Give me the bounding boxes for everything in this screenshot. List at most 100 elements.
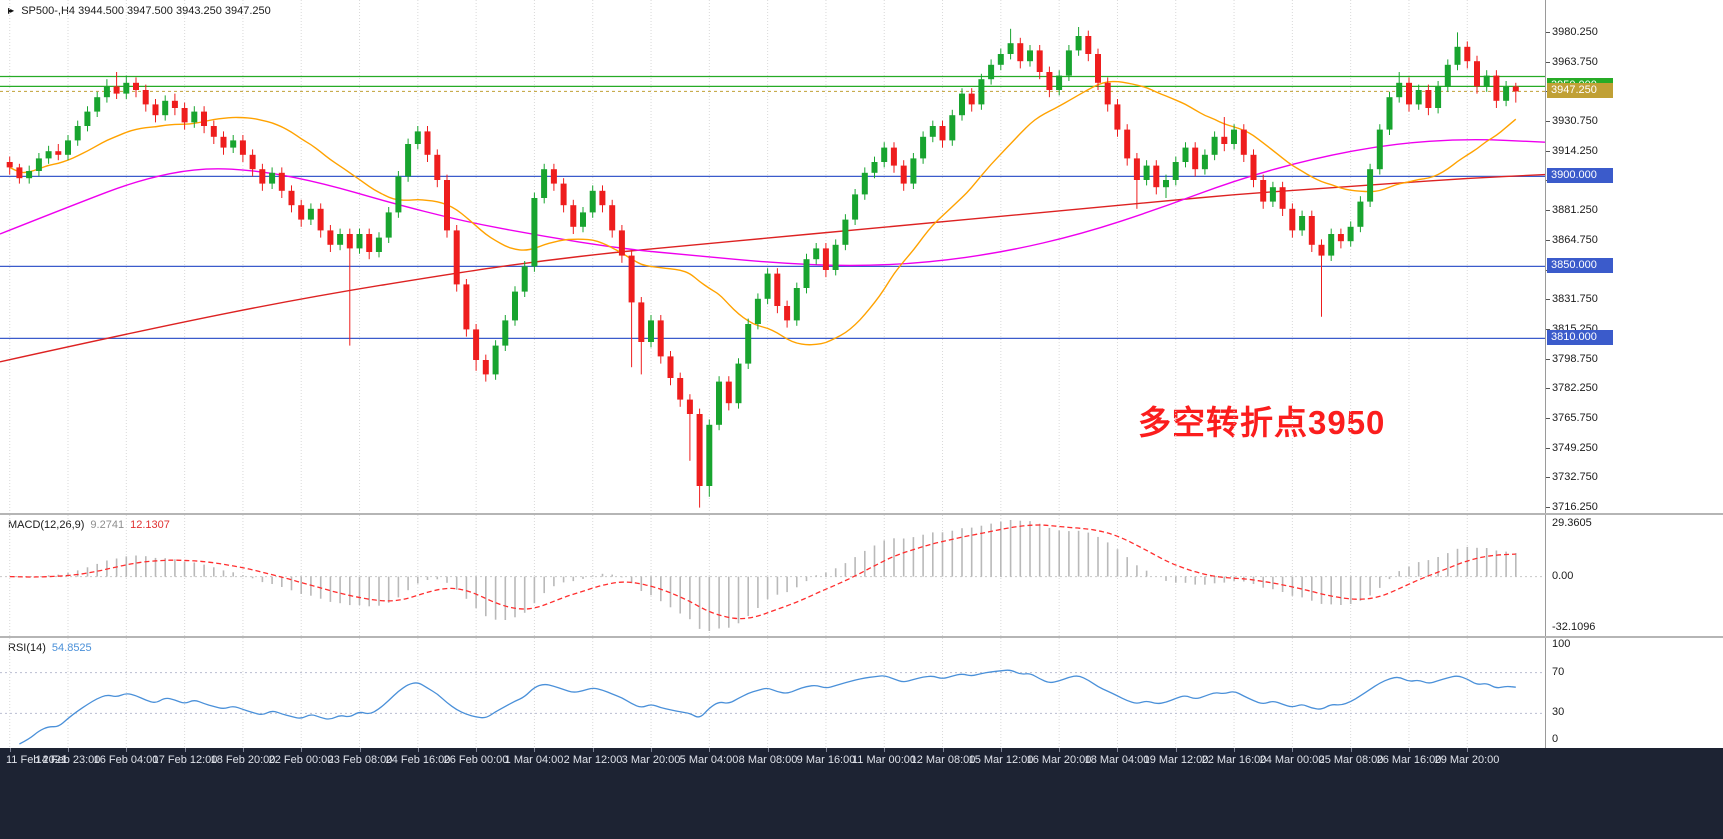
time-tick bbox=[1292, 748, 1293, 752]
time-tick bbox=[1001, 748, 1002, 752]
ma-red-line bbox=[0, 173, 1545, 363]
macd-axis[interactable]: 29.3605 0.00 -32.1096 bbox=[1545, 515, 1723, 636]
price-axis-tick bbox=[1546, 388, 1550, 389]
time-label: 22 Mar 16:00 bbox=[1201, 754, 1267, 766]
rsi-panel[interactable]: RSI(14) 54.8525 bbox=[0, 638, 1545, 748]
time-tick bbox=[1059, 748, 1060, 752]
macd-name: MACD(12,26,9) bbox=[8, 519, 85, 531]
ma-magenta-line bbox=[0, 138, 1545, 267]
time-axis[interactable]: 11 Feb 2021 14 Feb 23:00 16 Feb 04:00 17 Fe… bbox=[0, 748, 1723, 839]
price-axis-tick bbox=[1546, 32, 1550, 33]
rsi-line bbox=[19, 669, 1516, 745]
time-label: 22 Feb 00:00 bbox=[268, 754, 334, 766]
time-label: 17 Feb 12:00 bbox=[152, 754, 218, 766]
time-tick bbox=[709, 748, 710, 752]
time-label: 18 Mar 04:00 bbox=[1084, 754, 1150, 766]
price-tick-label: 3732.750 bbox=[1552, 471, 1598, 483]
macd-axis-min: -32.1096 bbox=[1552, 621, 1596, 633]
rsi-title: RSI(14) 54.8525 bbox=[8, 642, 92, 654]
time-label: 8 Mar 08:00 bbox=[738, 754, 798, 766]
time-label: 14 Feb 23:00 bbox=[35, 754, 101, 766]
time-label: 3 Mar 20:00 bbox=[621, 754, 681, 766]
macd-axis-max: 29.3605 bbox=[1552, 517, 1592, 529]
macd-signal-value: 12.1307 bbox=[130, 519, 170, 531]
time-tick bbox=[243, 748, 244, 752]
level-price-tag: 3810.000 bbox=[1547, 330, 1613, 345]
time-label: 5 Mar 04:00 bbox=[679, 754, 739, 766]
time-tick bbox=[10, 748, 11, 752]
time-label: 16 Feb 04:00 bbox=[93, 754, 159, 766]
macd-panel[interactable]: MACD(12,26,9) 9.2741 12.1307 bbox=[0, 515, 1545, 636]
price-tick-label: 3765.750 bbox=[1552, 412, 1598, 424]
ma-orange-line bbox=[9, 80, 1517, 346]
price-axis-tick bbox=[1546, 359, 1550, 360]
time-label: 16 Mar 20:00 bbox=[1026, 754, 1092, 766]
annotation-text[interactable]: 多空转折点3950 bbox=[1138, 404, 1386, 441]
price-tick-label: 3980.250 bbox=[1552, 26, 1598, 38]
time-tick bbox=[360, 748, 361, 752]
time-tick bbox=[768, 748, 769, 752]
panel-separator[interactable] bbox=[0, 513, 1723, 515]
price-axis-tick bbox=[1546, 121, 1550, 122]
time-label: 25 Mar 08:00 bbox=[1318, 754, 1384, 766]
time-label: 12 Mar 08:00 bbox=[910, 754, 976, 766]
level-price-tag: 3900.000 bbox=[1547, 168, 1613, 183]
time-tick bbox=[943, 748, 944, 752]
price-tick-label: 3914.250 bbox=[1552, 145, 1598, 157]
time-label: 23 Feb 08:00 bbox=[327, 754, 393, 766]
time-label: 11 Mar 00:00 bbox=[851, 754, 917, 766]
price-tick-label: 3930.750 bbox=[1552, 115, 1598, 127]
price-axis-tick bbox=[1546, 151, 1550, 152]
price-axis-tick bbox=[1546, 210, 1550, 211]
symbol-info: ▶ SP500-,H4 3944.500 3947.500 3943.250 3… bbox=[8, 5, 271, 17]
rsi-name: RSI(14) bbox=[8, 642, 46, 654]
time-tick bbox=[68, 748, 69, 752]
price-axis-tick bbox=[1546, 240, 1550, 241]
ohlc-values: 3944.500 3947.500 3943.250 3947.250 bbox=[78, 5, 271, 17]
price-tick-label: 3798.750 bbox=[1552, 353, 1598, 365]
price-axis-tick bbox=[1546, 62, 1550, 63]
price-axis[interactable]: 3980.250 3963.750 3947.250 3930.750 3914.250… bbox=[1545, 0, 1723, 513]
time-tick bbox=[301, 748, 302, 752]
time-tick bbox=[1409, 748, 1410, 752]
symbol-timeframe-label: SP500-,H4 bbox=[21, 5, 76, 17]
panel-separator[interactable] bbox=[0, 636, 1723, 638]
expand-arrow-icon: ▶ bbox=[8, 6, 15, 15]
price-tick-label: 3831.750 bbox=[1552, 293, 1598, 305]
time-tick bbox=[651, 748, 652, 752]
price-tick-label: 3716.250 bbox=[1552, 501, 1598, 513]
macd-main-value: 9.2741 bbox=[90, 519, 125, 531]
macd-axis-zero: 0.00 bbox=[1552, 570, 1574, 582]
rsi-axis[interactable]: 100 70 30 0 bbox=[1545, 638, 1723, 748]
time-tick bbox=[534, 748, 535, 752]
macd-signal-line bbox=[9, 524, 1516, 620]
macd-title: MACD(12,26,9) 9.2741 12.1307 bbox=[8, 519, 170, 531]
time-tick bbox=[1117, 748, 1118, 752]
time-label: 9 Mar 16:00 bbox=[796, 754, 856, 766]
price-axis-tick bbox=[1546, 329, 1550, 330]
price-tick-label: 3782.250 bbox=[1552, 382, 1598, 394]
candles bbox=[6, 27, 1519, 508]
time-label: 24 Feb 16:00 bbox=[385, 754, 451, 766]
time-tick bbox=[126, 748, 127, 752]
rsi-axis-label: 0 bbox=[1552, 733, 1559, 745]
time-label: 2 Mar 12:00 bbox=[563, 754, 623, 766]
time-label: 18 Feb 20:00 bbox=[210, 754, 276, 766]
time-label: 24 Mar 00:00 bbox=[1259, 754, 1325, 766]
level-price-tag: 3850.000 bbox=[1547, 258, 1613, 273]
time-label: 29 Mar 20:00 bbox=[1434, 754, 1500, 766]
time-label: 11 Feb 2021 bbox=[6, 754, 67, 766]
price-tick-label: 3864.750 bbox=[1552, 234, 1598, 246]
rsi-axis-label: 100 bbox=[1552, 638, 1571, 650]
time-tick bbox=[1467, 748, 1468, 752]
current-price-tag: 3947.250 bbox=[1547, 83, 1613, 98]
time-tick bbox=[185, 748, 186, 752]
rsi-axis-label: 70 bbox=[1552, 666, 1565, 678]
price-axis-tick bbox=[1546, 448, 1550, 449]
time-label: 15 Mar 12:00 bbox=[968, 754, 1034, 766]
price-axis-tick bbox=[1546, 299, 1550, 300]
time-tick bbox=[1176, 748, 1177, 752]
time-tick bbox=[593, 748, 594, 752]
price-chart-panel[interactable]: ▶ SP500-,H4 3944.500 3947.500 3943.250 3… bbox=[0, 0, 1545, 513]
macd-histogram bbox=[18, 520, 1517, 631]
